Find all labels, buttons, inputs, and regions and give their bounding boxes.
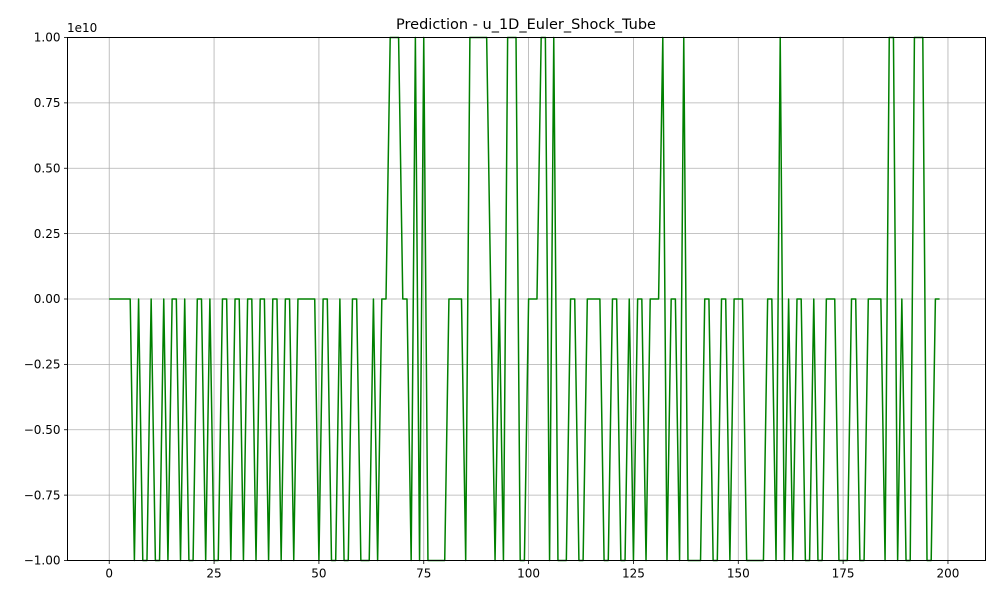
y-axis-offset-label: 1e10 [67,21,97,35]
y-tick-label: −0.25 [24,358,61,372]
x-tick-label: 0 [105,567,113,581]
x-tick-label: 75 [416,567,431,581]
x-axis: 0 25 50 75 100 125 150 175 200 [105,560,960,581]
y-tick-label: −1.00 [24,554,61,568]
y-tick-label: −0.75 [24,488,61,502]
x-tick-label: 125 [622,567,645,581]
grid-lines [67,37,986,561]
x-tick-label: 175 [832,567,855,581]
x-tick-label: 150 [727,567,750,581]
y-tick-label: 0.25 [34,227,61,241]
y-tick-label: 1.00 [34,31,61,45]
y-tick-label: −0.50 [24,423,61,437]
chart-title: Prediction - u_1D_Euler_Shock_Tube [396,17,656,33]
y-tick-label: 0.00 [34,292,61,306]
x-tick-label: 25 [206,567,221,581]
y-tick-label: 0.50 [34,161,61,175]
x-tick-label: 100 [517,567,540,581]
y-axis: −1.00 −0.75 −0.50 −0.25 0.00 0.25 0.50 0.75 1.00 [24,31,68,568]
x-tick-label: 200 [937,567,960,581]
x-tick-label: 50 [311,567,326,581]
y-tick-label: 0.75 [34,96,61,110]
